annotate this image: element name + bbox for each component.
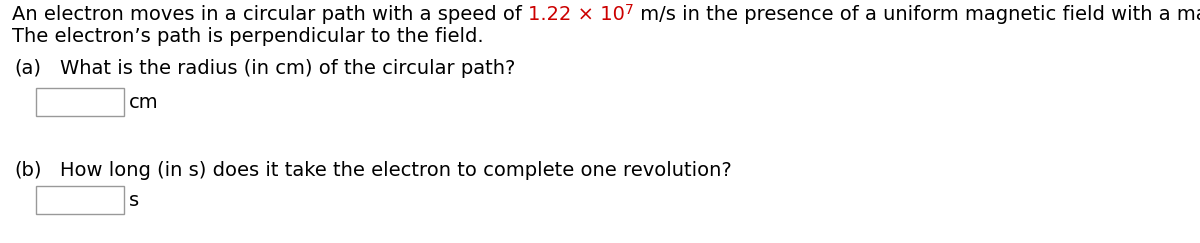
- Text: What is the radius (in cm) of the circular path?: What is the radius (in cm) of the circul…: [60, 59, 515, 78]
- Bar: [36, 186, 124, 214]
- Text: cm: cm: [130, 93, 158, 112]
- Text: 7: 7: [625, 3, 634, 17]
- Text: (b): (b): [14, 161, 42, 180]
- Text: How long (in s) does it take the electron to complete one revolution?: How long (in s) does it take the electro…: [60, 161, 732, 180]
- Text: m/s in the presence of a uniform magnetic field with a magnitude of: m/s in the presence of a uniform magneti…: [634, 5, 1200, 24]
- Text: The electron’s path is perpendicular to the field.: The electron’s path is perpendicular to …: [12, 27, 484, 46]
- Text: s: s: [130, 191, 139, 210]
- Text: An electron moves in a circular path with a speed of: An electron moves in a circular path wit…: [12, 5, 528, 24]
- Bar: [36, 88, 124, 116]
- Text: (a): (a): [14, 59, 41, 78]
- Text: 1.22 × 10: 1.22 × 10: [528, 5, 625, 24]
